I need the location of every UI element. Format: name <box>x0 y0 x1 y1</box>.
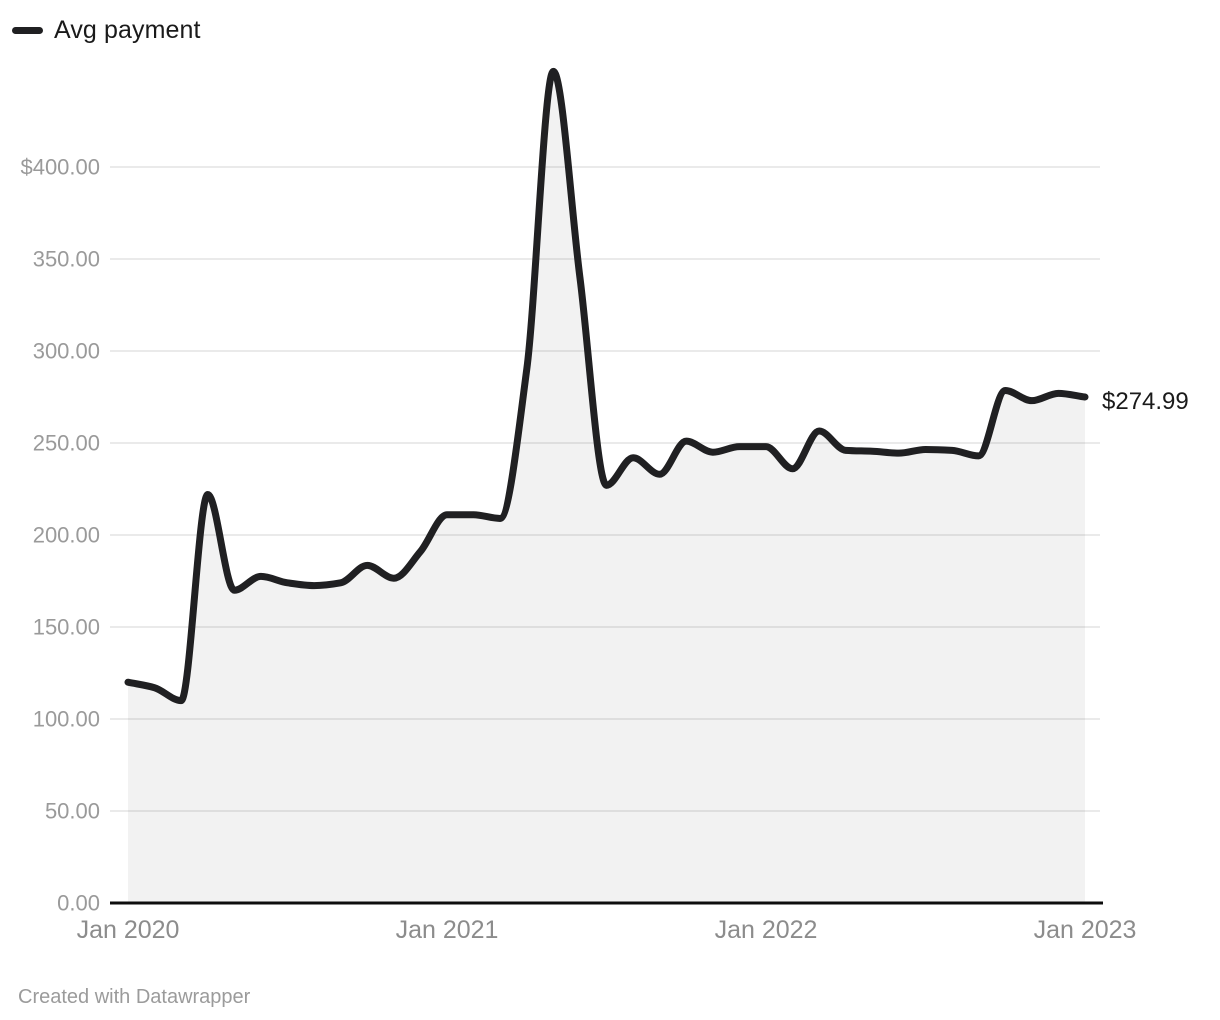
latest-value-label: $274.99 <box>1102 388 1189 415</box>
y-tick-label: 350.00 <box>33 246 100 271</box>
x-tick-label: Jan 2020 <box>77 916 180 944</box>
series-line-avg-payment <box>124 67 1089 705</box>
y-tick-label: 200.00 <box>33 522 100 547</box>
y-tick-label: 0.00 <box>57 890 100 915</box>
y-tick-label: 250.00 <box>33 430 100 455</box>
legend-label: Avg payment <box>54 15 201 44</box>
y-tick-label: $400.00 <box>20 154 100 179</box>
y-tick-label: 150.00 <box>33 614 100 639</box>
attribution: Created with Datawrapper <box>18 986 251 1008</box>
y-tick-label: 100.00 <box>33 706 100 731</box>
x-tick-label: Jan 2022 <box>715 916 818 944</box>
x-tick-label: Jan 2023 <box>1034 916 1137 944</box>
legend-line-swatch <box>12 26 43 34</box>
legend: Avg payment <box>12 15 201 44</box>
y-tick-label: 50.00 <box>45 798 100 823</box>
y-tick-label: 300.00 <box>33 338 100 363</box>
x-tick-label: Jan 2021 <box>396 916 499 944</box>
payment-line-chart: $400.00 350.00 300.00 250.00 200.00 150.00 100… <box>20 67 1137 944</box>
